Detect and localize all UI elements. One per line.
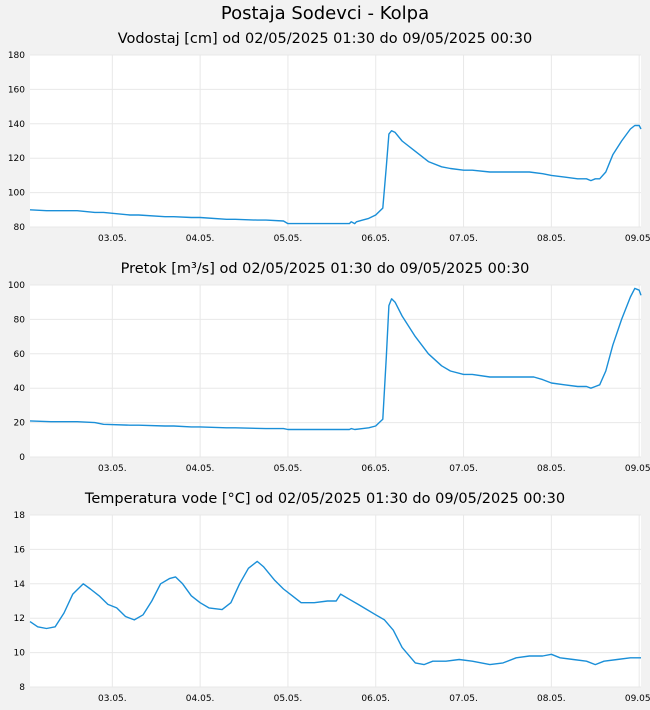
discharge-series-line bbox=[29, 287, 642, 431]
water-level-x-tick-label: 03.05. bbox=[98, 234, 127, 244]
water-level-x-tick-label: 06.05. bbox=[361, 234, 390, 244]
water-level-y-tick-label: 140 bbox=[8, 120, 25, 130]
discharge-x-tick-label: 05.05. bbox=[274, 464, 303, 474]
water-level-x-tick-label: 08.05. bbox=[537, 234, 566, 244]
water-temperature-y-tick-label: 10 bbox=[14, 649, 26, 659]
water-level-x-tick-label: 07.05. bbox=[449, 234, 478, 244]
discharge-x-tick-label: 09.05. bbox=[625, 464, 650, 474]
water-temperature-x-tick-label: 09.05. bbox=[625, 694, 650, 704]
discharge-x-tick-label: 04.05. bbox=[186, 464, 215, 474]
discharge-y-tick-label: 100 bbox=[8, 281, 25, 291]
water-temperature-y-tick-label: 16 bbox=[14, 545, 26, 555]
water-level-x-tick-label: 04.05. bbox=[186, 234, 215, 244]
water-temperature-y-tick-label: 12 bbox=[14, 614, 25, 624]
water-level-y-tick-label: 180 bbox=[8, 51, 25, 61]
discharge-x-tick-label: 03.05. bbox=[98, 464, 127, 474]
water-temperature-y-tick-label: 18 bbox=[14, 511, 26, 521]
water-temperature-y-tick-label: 8 bbox=[19, 683, 25, 693]
water-level-chart-title: Vodostaj [cm] od 02/05/2025 01:30 do 09/… bbox=[117, 31, 533, 47]
water-temperature-series-line bbox=[29, 560, 641, 666]
discharge-chart-title: Pretok [m³/s] od 02/05/2025 01:30 do 09/… bbox=[120, 261, 530, 277]
water-temperature-chart-title: Temperatura vode [°C] od 02/05/2025 01:3… bbox=[84, 491, 566, 507]
discharge-x-tick-label: 06.05. bbox=[361, 464, 390, 474]
discharge-y-tick-label: 40 bbox=[14, 384, 26, 394]
discharge-y-tick-label: 80 bbox=[14, 315, 26, 325]
discharge-y-tick-label: 20 bbox=[14, 419, 26, 429]
water-level-y-tick-label: 120 bbox=[8, 154, 25, 164]
page-title: Postaja Sodevci - Kolpa bbox=[220, 3, 430, 24]
discharge-plot-area bbox=[30, 285, 641, 457]
water-temperature-x-tick-label: 08.05. bbox=[537, 694, 566, 704]
water-temperature-x-tick-label: 07.05. bbox=[449, 694, 478, 704]
water-level-x-tick-label: 05.05. bbox=[274, 234, 303, 244]
water-level-plot-area bbox=[30, 55, 641, 227]
water-temperature-x-tick-label: 03.05. bbox=[98, 694, 127, 704]
discharge-y-tick-label: 0 bbox=[19, 453, 25, 463]
water-temperature-x-tick-label: 04.05. bbox=[186, 694, 215, 704]
water-level-series-line bbox=[29, 124, 642, 225]
discharge-x-tick-label: 07.05. bbox=[449, 464, 478, 474]
water-level-y-tick-label: 80 bbox=[14, 223, 26, 233]
water-temperature-x-tick-label: 06.05. bbox=[361, 694, 390, 704]
water-temperature-x-tick-label: 05.05. bbox=[274, 694, 303, 704]
discharge-x-tick-label: 08.05. bbox=[537, 464, 566, 474]
water-level-y-tick-label: 160 bbox=[8, 85, 25, 95]
water-level-y-tick-label: 100 bbox=[8, 189, 25, 199]
water-temperature-y-tick-label: 14 bbox=[14, 580, 26, 590]
discharge-y-tick-label: 60 bbox=[14, 350, 26, 360]
water-level-x-tick-label: 09.05. bbox=[625, 234, 650, 244]
